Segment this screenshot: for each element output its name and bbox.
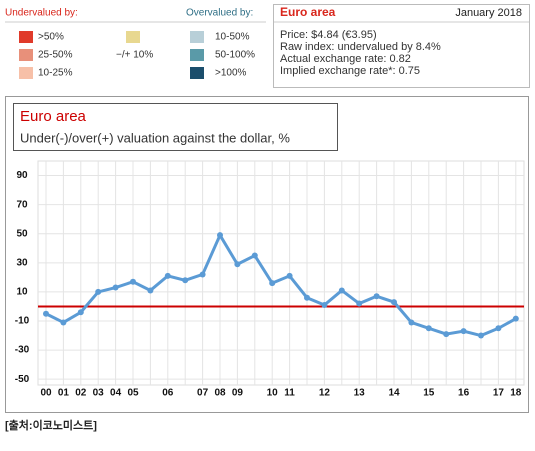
x-tick-label: 10 [267,388,279,399]
data-line [45,231,517,338]
x-tick-label: 06 [162,388,174,399]
legend-label: −/+ 10% [116,50,153,61]
data-point [286,272,293,279]
info-line: Implied exchange rate*: 0.75 [280,65,420,77]
x-tick-label: 00 [40,388,52,399]
legend-label: 25-50% [38,50,73,61]
legend-label: 10-50% [215,32,250,43]
y-tick-label: 50 [16,228,28,239]
x-tick-label: 16 [458,388,470,399]
y-tick-label: 70 [16,199,28,210]
data-point [217,232,223,239]
legend-label: >50% [38,32,64,43]
data-point [43,310,49,317]
legend-label: 50-100% [215,50,255,61]
info-line: Actual exchange rate: 0.82 [280,53,411,65]
legend-undervalued-title: Undervalued by: [5,8,78,19]
legend-swatch [190,49,204,61]
legend-swatch [126,31,140,43]
data-point [130,278,136,285]
info-panel [273,4,530,88]
x-tick-label: 15 [423,388,435,399]
x-tick-label: 05 [127,388,139,399]
chart-title-box [13,103,338,151]
legend-swatch [190,31,204,43]
chart-subtitle: Under(-)/over(+) valuation against the d… [20,130,290,145]
data-point [460,328,467,335]
x-tick-label: 02 [75,388,87,399]
data-point [408,319,415,326]
data-point [425,325,432,332]
x-tick-label: 13 [354,388,366,399]
legend-overvalued-title: Overvalued by: [186,8,253,19]
data-point [443,331,450,338]
data-point [495,325,502,332]
data-point [269,280,276,287]
data-point [147,287,154,294]
legend-swatch [190,67,204,79]
data-point [478,332,484,339]
data-point [391,299,397,306]
data-point [512,315,519,322]
x-tick-label: 18 [510,388,522,399]
data-point [182,277,189,284]
x-tick-label: 17 [493,388,505,399]
legend-label: >100% [215,68,247,79]
x-tick-label: 08 [214,388,226,399]
data-point [356,300,363,307]
x-tick-label: 12 [319,388,331,399]
data-point [164,272,171,279]
data-point [112,284,119,291]
legend-swatch [19,49,33,61]
y-tick-label: -10 [15,316,30,327]
legend-swatch [19,31,33,43]
x-tick-label: 11 [284,388,295,399]
data-point [338,287,345,294]
info-title: Euro area [280,5,336,19]
y-tick-label: 30 [16,257,28,268]
y-tick-label: 10 [16,287,28,298]
data-point [321,302,328,308]
legend-swatch [19,67,33,79]
chart-title: Euro area [20,108,87,125]
x-tick-label: 04 [110,388,122,399]
data-point [77,309,84,316]
data-point [234,261,241,268]
plot-area [37,160,525,386]
y-tick-label: -30 [15,345,30,356]
y-tick-label: 90 [16,170,28,181]
info-date: January 2018 [455,7,522,19]
y-tick-label: -50 [15,374,30,385]
x-tick-label: 01 [58,388,70,399]
x-tick-label: 09 [232,388,244,399]
source-note: [출처:이코노미스트] [5,418,97,432]
info-line: Price: $4.84 (€3.95) [280,29,377,41]
data-point [304,294,310,301]
x-tick-label: 14 [388,388,400,399]
data-point [95,288,102,295]
x-tick-label: 03 [93,388,105,399]
info-line: Raw index: undervalued by 8.4% [280,41,441,53]
x-tick-label: 07 [197,388,209,399]
data-point [251,252,258,259]
data-point [60,319,67,326]
legend-label: 10-25% [38,68,73,79]
chart-frame [5,96,529,413]
data-point [199,271,206,278]
data-point [373,293,380,300]
